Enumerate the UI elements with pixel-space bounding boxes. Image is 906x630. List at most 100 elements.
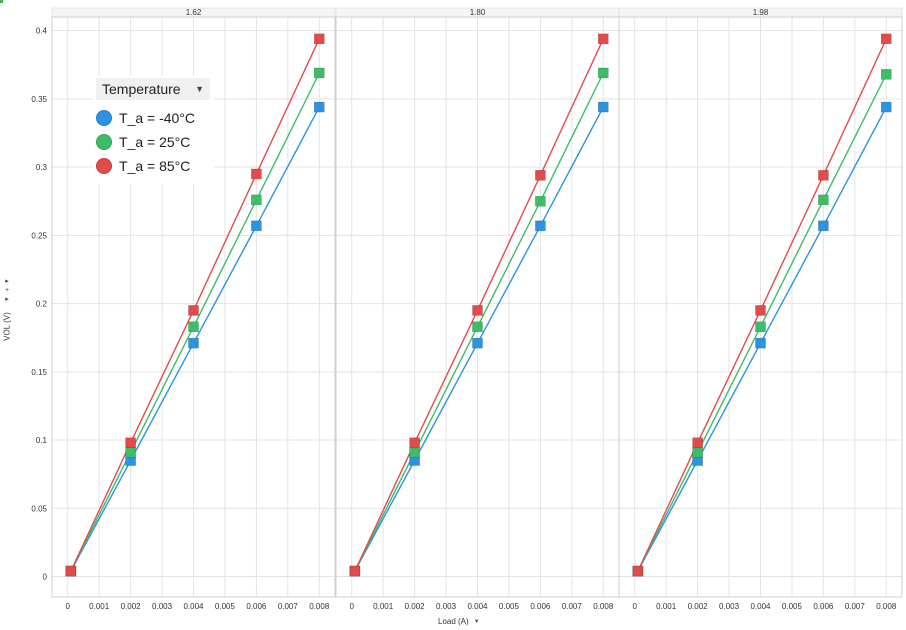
x-tick-label: 0.007: [278, 602, 299, 611]
legend: Temperature ▼ T_a = -40°C T_a = 25°C T_a…: [93, 76, 214, 184]
data-point: [472, 337, 483, 349]
y-tick-label: 0.3: [36, 163, 48, 172]
data-point: [188, 337, 199, 349]
data-point: [313, 33, 325, 45]
x-tick-label: 0.001: [373, 602, 394, 611]
panel-header-label: 1.62: [186, 8, 202, 17]
data-point: [818, 194, 829, 206]
x-tick-label: 0.004: [183, 602, 204, 611]
data-point: [632, 565, 644, 577]
legend-label: T_a = 25°C: [119, 134, 191, 150]
y-axis-control[interactable]: ▸ + ▸ VOL (V): [0, 270, 14, 350]
series-line: [637, 38, 887, 572]
data-point: [125, 437, 136, 449]
panel-frame: [51, 16, 336, 598]
x-tick-label: 0: [632, 602, 637, 611]
collapse-icon[interactable]: ▸: [5, 278, 9, 285]
panel-header-label: 1.98: [753, 8, 769, 17]
y-tick-label: 0.25: [31, 231, 47, 240]
x-tick-label: 0.006: [813, 602, 834, 611]
legend-label: T_a = 85°C: [119, 158, 191, 174]
dropdown-caret-icon: ▼: [473, 619, 480, 625]
y-tick-label: 0.15: [31, 368, 47, 377]
x-tick-label: 0.003: [152, 602, 173, 611]
legend-dot-icon: [96, 158, 112, 174]
x-axis-selector[interactable]: Load (A) ▼: [438, 617, 480, 629]
x-tick-label: 0: [349, 602, 354, 611]
data-point: [251, 194, 262, 206]
dropdown-caret-icon: ▼: [195, 84, 204, 94]
x-tick-label: 0.004: [750, 602, 771, 611]
legend-dot-icon: [96, 134, 112, 150]
x-axis-label: Load (A): [438, 617, 469, 626]
series-line: [354, 38, 604, 572]
data-point: [251, 168, 262, 180]
data-point: [188, 321, 199, 333]
y-tick-label: 0.05: [31, 504, 47, 513]
x-tick-label: 0.008: [309, 602, 330, 611]
data-point: [188, 305, 199, 316]
y-tick-label: 0.4: [36, 27, 48, 36]
data-point: [597, 67, 609, 79]
x-tick-label: 0.001: [656, 602, 677, 611]
data-point: [409, 447, 420, 458]
data-point: [535, 195, 546, 207]
x-tick-label: 0.005: [215, 602, 236, 611]
data-point: [409, 437, 420, 449]
data-point: [472, 305, 483, 316]
data-point: [313, 101, 325, 113]
expand-icon[interactable]: ▸: [5, 296, 9, 303]
data-point: [535, 220, 546, 232]
data-point: [818, 220, 829, 232]
x-tick-label: 0.002: [688, 602, 709, 611]
x-tick-label: 0.001: [89, 602, 110, 611]
y-tick-label: 0.35: [31, 95, 47, 104]
data-point: [880, 69, 892, 80]
data-point: [597, 101, 609, 113]
data-point: [692, 437, 703, 449]
data-point: [251, 220, 262, 232]
data-point: [755, 321, 766, 333]
data-point: [125, 447, 136, 458]
legend-label: T_a = -40°C: [119, 110, 196, 126]
panel-header-label: 1.80: [470, 8, 486, 17]
x-tick-label: 0.008: [593, 602, 614, 611]
y-axis-label[interactable]: VOL (V): [2, 312, 12, 341]
x-tick-label: 0.008: [876, 602, 897, 611]
x-tick-label: 0.005: [782, 602, 803, 611]
x-tick-label: 0.007: [845, 602, 866, 611]
data-point: [818, 170, 829, 181]
legend-item[interactable]: T_a = -40°C: [93, 106, 214, 130]
data-point: [880, 33, 892, 45]
data-point: [880, 101, 892, 113]
y-tick-label: 0.1: [36, 436, 48, 445]
data-point: [65, 565, 77, 577]
add-icon[interactable]: +: [4, 287, 10, 294]
x-tick-label: 0: [65, 602, 70, 611]
panel-frame: [618, 16, 903, 598]
x-tick-label: 0.003: [719, 602, 740, 611]
legend-header[interactable]: Temperature ▼: [96, 78, 210, 100]
legend-title: Temperature: [102, 81, 181, 97]
data-point: [755, 305, 766, 316]
x-tick-label: 0.007: [562, 602, 583, 611]
x-tick-label: 0.002: [121, 602, 142, 611]
data-point: [472, 321, 483, 333]
y-tick-label: 0: [43, 573, 48, 582]
x-tick-label: 0.002: [405, 602, 426, 611]
legend-dot-icon: [96, 110, 112, 126]
x-tick-label: 0.003: [436, 602, 457, 611]
y-tick-label: 0.2: [36, 300, 48, 309]
x-tick-label: 0.006: [530, 602, 551, 611]
data-point: [692, 447, 703, 458]
x-tick-label: 0.006: [246, 602, 267, 611]
data-point: [755, 337, 766, 349]
corner-indicator: [0, 0, 3, 3]
data-point: [313, 67, 325, 79]
x-tick-label: 0.005: [499, 602, 520, 611]
data-point: [349, 565, 361, 577]
legend-item[interactable]: T_a = 85°C: [93, 154, 214, 178]
legend-item[interactable]: T_a = 25°C: [93, 130, 214, 154]
